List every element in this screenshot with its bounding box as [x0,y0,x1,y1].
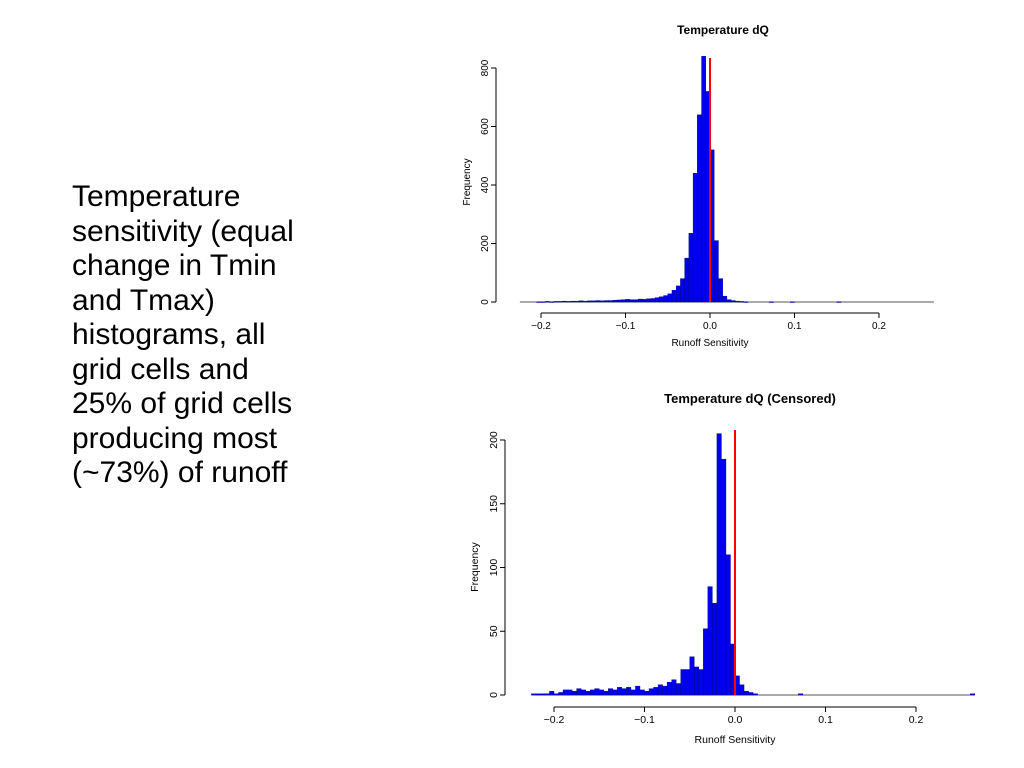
histogram-bar [642,299,647,303]
histogram-bar [608,300,614,303]
x-tick-label: 0.1 [788,321,802,332]
histogram-bar [570,300,576,303]
histogram-bar [768,301,774,303]
histogram-bar [790,301,795,303]
histogram-bar [557,301,563,303]
histogram-bar [599,300,605,303]
histogram-bar [739,301,745,303]
histogram-bar [659,296,664,303]
histogram-bar [726,299,732,303]
histogram-bar [654,297,660,303]
histogram-bar [663,295,668,303]
histogram-bar [621,299,626,303]
histogram-bar [671,290,677,303]
histogram-bar [566,301,571,303]
x-tick-label: −0.1 [616,321,636,332]
histogram-bar [625,299,630,303]
histogram-bar [701,56,706,303]
histogram-bar [604,300,609,303]
histogram-bar [549,301,554,303]
y-tick-label: 600 [480,118,491,135]
histogram-bar [714,240,719,303]
y-axis-label: Frequency [462,158,473,205]
histogram-bar [545,301,550,303]
histogram-bar [735,300,740,303]
histogram-bar [692,173,698,303]
histogram-bar [676,285,681,303]
histogram-bar [836,301,842,303]
histogram-bar [718,278,723,303]
histogram-bar [680,278,685,303]
histogram-bar [583,300,588,303]
histogram-bar [536,301,542,303]
histogram-bar [612,300,618,303]
histogram-bar [667,293,673,303]
histogram-bar [629,299,635,303]
chart-title: Temperature dQ [677,23,769,37]
y-tick-label: 800 [480,59,491,76]
histogram-bar [578,300,584,303]
histogram-bar [688,233,694,303]
histogram-bar [561,300,567,303]
histogram-bar [650,298,656,303]
histogram-bar [540,301,546,303]
histogram-bar [646,298,652,303]
y-tick-label: 0 [480,299,491,305]
histogram-bar [595,300,601,303]
y-tick-label: 200 [480,235,491,252]
histogram-bar [637,298,643,303]
histogram-bar [591,300,597,303]
histogram-bar [574,300,580,303]
histogram-bar [722,295,728,303]
y-tick-label: 400 [480,176,491,193]
slide-body-text: Temperature sensitivity (equal change in… [72,180,294,489]
x-tick-label: 0.0 [703,321,717,332]
histogram-bar [730,300,736,303]
histogram-bar [553,301,559,303]
histogram-bar [616,299,622,303]
histogram-bar [587,300,592,303]
x-tick-label: 0.2 [872,321,886,332]
histogram-bar [684,257,690,303]
histogram-bar [743,301,749,303]
histogram-bar [697,114,702,303]
x-tick-label: −0.2 [531,321,551,332]
histogram-bar [633,299,639,303]
x-axis-label: Runoff Sensitivity [671,338,748,349]
